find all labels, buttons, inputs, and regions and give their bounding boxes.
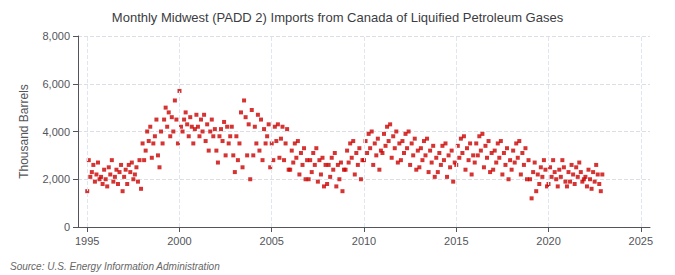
svg-text:0: 0 (64, 221, 70, 233)
svg-text:2015: 2015 (444, 235, 468, 247)
svg-text:4,000: 4,000 (42, 126, 70, 138)
svg-text:2000: 2000 (167, 235, 191, 247)
svg-text:2025: 2025 (629, 235, 653, 247)
svg-text:Monthly Midwest (PADD 2) Impor: Monthly Midwest (PADD 2) Imports from Ca… (112, 10, 564, 25)
svg-text:Source: U.S. Energy Informatio: Source: U.S. Energy Information Administ… (10, 261, 220, 272)
svg-text:1995: 1995 (75, 235, 99, 247)
svg-text:8,000: 8,000 (42, 30, 70, 42)
svg-text:2010: 2010 (352, 235, 376, 247)
svg-text:2005: 2005 (259, 235, 283, 247)
svg-text:6,000: 6,000 (42, 78, 70, 90)
svg-text:Thousand Barrels: Thousand Barrels (17, 84, 31, 179)
svg-text:2020: 2020 (536, 235, 560, 247)
svg-text:2,000: 2,000 (42, 173, 70, 185)
